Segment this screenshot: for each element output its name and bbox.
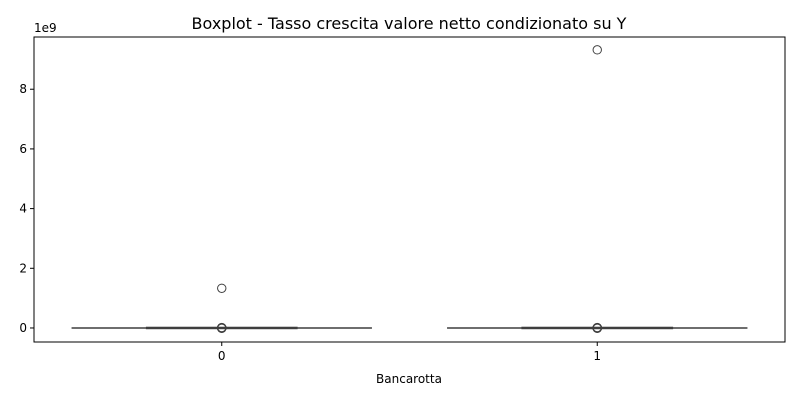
y-tick-label-0: 0 [19, 321, 27, 335]
chart-marks: 0 2 4 6 8 0 1 [19, 45, 748, 363]
x-tick-label-0: 0 [218, 349, 226, 363]
outlier-1-0 [592, 45, 602, 55]
y-axis-offset-label: 1e9 [34, 21, 57, 35]
outlier-1-5 [592, 323, 602, 333]
x-axis-label: Bancarotta [376, 372, 442, 386]
chart-title: Boxplot - Tasso crescita valore netto co… [192, 14, 627, 33]
plot-frame [33, 36, 786, 343]
y-tick-label-1: 2 [19, 261, 27, 275]
y-tick-label-4: 8 [19, 82, 27, 96]
outlier-0-0 [217, 283, 227, 293]
y-tick-label-2: 4 [19, 202, 27, 216]
y-tick-label-3: 6 [19, 142, 27, 156]
outlier-0-5 [217, 323, 227, 333]
x-tick-label-1: 1 [593, 349, 601, 363]
